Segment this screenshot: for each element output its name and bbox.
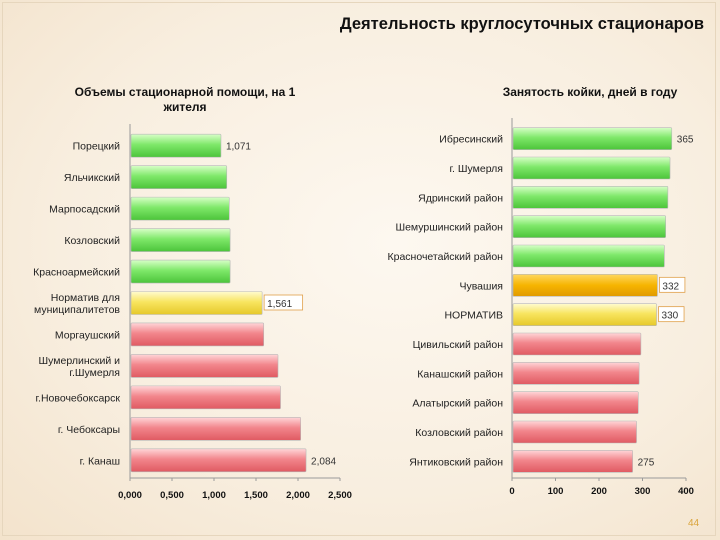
right-bar [512,391,639,414]
right-data-label: 332 [662,281,679,292]
right-category-label: Цивильский район [413,339,504,351]
right-bar [512,274,658,297]
left-bar [130,196,230,221]
left-category-label: Яльчикский [64,172,120,184]
left-x-tick-label: 2,500 [328,490,352,501]
left-bar [130,448,307,473]
right-category-label: г. Шумерля [450,163,504,175]
left-data-label-box [263,294,304,311]
right-category-label: НОРМАТИВ [444,310,503,322]
left-category-label: г. Чебоксары [58,424,120,436]
left-bar [130,291,263,315]
right-data-label-box [659,276,686,293]
right-bar [512,362,640,385]
left-category-label: Шумерлинский и г.Шумерля [39,355,121,379]
left-bar [130,133,222,158]
left-x-tick-label: 2,000 [286,490,310,501]
right-category-label: Козловский район [415,427,503,439]
left-category-label: г.Новочебоксарск [36,392,121,404]
left-bar [130,259,231,284]
left-category-label: Норматив для муниципалитетов [34,292,120,316]
left-bar [130,385,281,410]
left-bar [130,354,279,378]
right-data-label: 275 [638,457,655,468]
right-bar [512,215,666,238]
left-category-label: Моргаушский [55,329,120,341]
left-bar [130,228,231,252]
right-x-tick-label: 200 [591,486,607,497]
left-category-label: г. Канаш [80,455,120,467]
right-bar [512,186,669,209]
right-category-label: Алатырский район [412,398,503,410]
right-category-label: Ибресинский [439,134,503,146]
right-bar [512,156,671,180]
right-x-tick-label: 300 [635,486,651,497]
right-category-label: Ядринский район [418,192,503,204]
right-bar [512,450,633,473]
right-data-label-box [658,306,685,323]
right-category-label: Шемуршинский район [395,222,503,234]
left-x-tick-label: 0,000 [118,490,142,501]
left-category-label: Козловский [64,235,120,247]
left-category-label: Красноармейский [33,267,120,279]
page-title: Деятельность круглосуточных стационаров [339,15,704,33]
right-category-label: Янтиковский район [409,456,503,468]
right-data-label: 330 [662,311,679,322]
left-x-tick-label: 1,000 [202,490,226,501]
left-bar [130,417,301,441]
right-category-label: Чувашия [459,280,503,292]
right-bar [512,127,673,150]
right-category-label: Канашский район [417,368,503,380]
right-bar [512,244,665,268]
left-x-tick-label: 1,500 [244,490,268,501]
page-number: 44 [688,518,700,529]
right-bar [512,303,657,326]
right-chart-title: Занятость койки, дней в году [502,85,678,99]
left-data-label: 1,561 [267,299,292,310]
right-category-label: Красночетайский район [388,251,504,263]
left-category-label: Марпосадский [49,204,120,216]
right-bar [512,332,642,356]
right-bar [512,420,637,444]
right-data-label: 365 [677,135,694,146]
left-category-label: Порецкий [73,141,121,153]
left-bar [130,322,265,347]
right-x-tick-label: 0 [509,486,514,497]
right-x-tick-label: 100 [548,486,564,497]
left-data-label: 1,071 [226,142,251,153]
right-x-tick-label: 400 [678,486,694,497]
left-chart-title: Объемы стационарной помощи, на 1 жителя [74,85,296,114]
left-data-label: 2,084 [311,456,336,467]
left-x-tick-label: 0,500 [160,490,184,501]
left-bar [130,165,228,189]
